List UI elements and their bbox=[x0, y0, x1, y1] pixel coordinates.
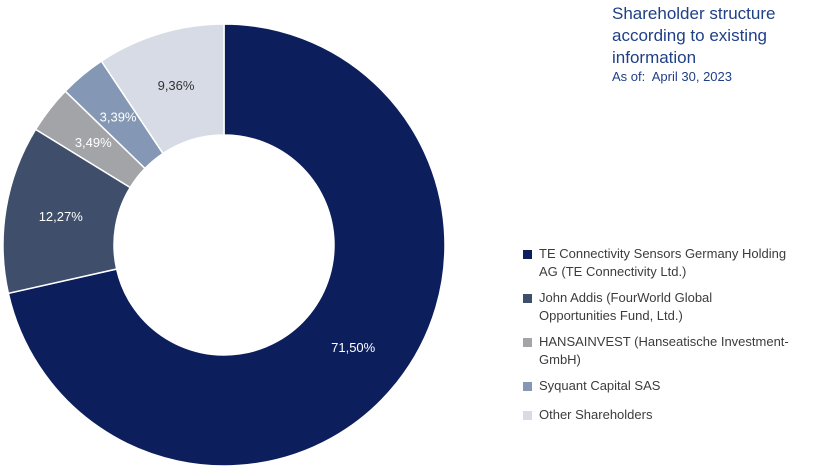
as-of-label: As of: bbox=[612, 69, 646, 84]
legend-label-line: TE Connectivity Sensors Germany Holding bbox=[539, 246, 787, 261]
chart-title-line-1: Shareholder structure bbox=[612, 4, 776, 23]
legend-label-line: John Addis (FourWorld Global bbox=[539, 290, 713, 305]
legend-item-te-connectivity: TE Connectivity Sensors Germany Holding … bbox=[523, 245, 813, 281]
slice-label-syquant: 3,39% bbox=[100, 109, 137, 124]
slice-other-shareholders bbox=[100, 23, 225, 155]
legend-swatch bbox=[523, 294, 532, 303]
legend-label-line: AG (TE Connectivity Ltd.) bbox=[539, 264, 687, 279]
as-of-date: As of: April 30, 2023 bbox=[612, 68, 812, 86]
legend-item-syquant: Syquant Capital SAS bbox=[523, 377, 813, 395]
legend-item-john-addis: John Addis (FourWorld Global Opportuniti… bbox=[523, 289, 813, 325]
legend-label-line: GmbH) bbox=[539, 352, 581, 367]
legend-item-hansainvest: HANSAINVEST (Hanseatische Investment- Gm… bbox=[523, 333, 813, 369]
legend: TE Connectivity Sensors Germany Holding … bbox=[523, 245, 813, 432]
slice-label-other-shareholders: 9,36% bbox=[158, 78, 195, 93]
legend-swatch bbox=[523, 411, 532, 420]
legend-label-line: Opportunities Fund, Ltd.) bbox=[539, 308, 683, 323]
slice-label-hansainvest: 3,49% bbox=[75, 135, 112, 150]
legend-item-other-shareholders: Other Shareholders bbox=[523, 406, 813, 424]
legend-label-line: Syquant Capital SAS bbox=[539, 378, 661, 393]
legend-label-line: HANSAINVEST (Hanseatische Investment- bbox=[539, 334, 789, 349]
slice-label-john-addis: 12,27% bbox=[39, 209, 84, 224]
slice-te-connectivity bbox=[7, 23, 446, 467]
legend-swatch bbox=[523, 338, 532, 347]
legend-label-line: Other Shareholders bbox=[539, 407, 653, 422]
donut-slices bbox=[2, 23, 446, 467]
slice-label-te-connectivity: 71,50% bbox=[331, 340, 376, 355]
chart-title-line-3: information bbox=[612, 48, 697, 67]
legend-swatch bbox=[523, 250, 532, 259]
as-of-value: April 30, 2023 bbox=[651, 69, 732, 84]
legend-swatch bbox=[523, 382, 532, 391]
donut-labels: 71,50% 12,27% 3,49% 3,39% 9,36% bbox=[39, 78, 376, 355]
chart-title-block: Shareholder structure according to exist… bbox=[612, 3, 812, 86]
chart-title-line-2: according to existing bbox=[612, 26, 767, 45]
